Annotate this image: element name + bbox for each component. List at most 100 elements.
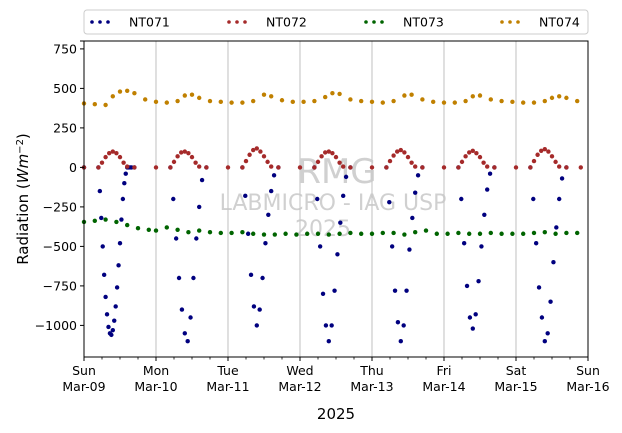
- point-NT071-13: [113, 304, 118, 309]
- point-NT073-18: [272, 232, 277, 237]
- point-NT074-19: [261, 92, 267, 97]
- x-tick-date-2: Mar-11: [206, 379, 249, 394]
- point-NT071-68: [392, 288, 398, 293]
- point-NT074-21: [279, 98, 285, 103]
- point-NT071-8: [106, 324, 111, 330]
- point-NT071-83: [470, 326, 475, 331]
- point-NT074-50: [564, 95, 569, 101]
- point-NT071-7: [104, 312, 110, 317]
- legend-box: [83, 9, 589, 35]
- legend-marker-NT072-0: [227, 20, 231, 24]
- point-NT072-16: [182, 149, 187, 154]
- point-NT071-60: [335, 252, 340, 257]
- point-NT071-99: [551, 260, 556, 265]
- point-NT071-87: [482, 212, 487, 217]
- point-NT073-3: [114, 219, 119, 225]
- legend-label-NT071: NT071: [129, 15, 170, 30]
- point-NT071-75: [413, 190, 418, 195]
- point-NT072-71: [542, 147, 547, 152]
- point-NT073-26: [359, 231, 364, 236]
- point-NT073-30: [402, 232, 407, 237]
- point-NT072-5: [110, 149, 116, 154]
- point-NT072-66: [513, 165, 519, 170]
- point-NT071-3: [99, 215, 104, 221]
- point-NT074-35: [420, 97, 425, 102]
- point-NT072-14: [175, 154, 180, 159]
- point-NT071-11: [110, 327, 116, 333]
- point-NT073-34: [445, 231, 450, 236]
- point-NT071-4: [100, 244, 105, 249]
- point-NT074-1: [92, 102, 98, 107]
- point-NT072-54: [420, 165, 425, 170]
- x-tick-day-6: Sat: [506, 363, 527, 378]
- point-NT071-98: [548, 299, 553, 304]
- point-NT073-20: [294, 232, 299, 237]
- point-NT072-18: [189, 154, 195, 160]
- point-NT073-17: [261, 232, 267, 237]
- point-NT071-19: [122, 181, 127, 186]
- point-NT072-52: [409, 160, 414, 165]
- point-NT074-47: [542, 98, 547, 104]
- point-NT071-69: [395, 320, 401, 325]
- series-NT072: [81, 146, 583, 170]
- point-NT074-20: [269, 94, 274, 99]
- legend-marker-NT071-1: [98, 20, 102, 24]
- point-NT073-38: [488, 230, 493, 236]
- point-NT071-89: [487, 171, 493, 176]
- point-NT074-28: [348, 97, 353, 102]
- point-NT072-55: [441, 165, 447, 170]
- point-NT072-17: [186, 150, 191, 156]
- point-NT071-5: [101, 272, 107, 278]
- point-NT072-35: [315, 159, 321, 165]
- point-NT071-16: [117, 241, 123, 246]
- point-NT073-43: [542, 229, 547, 235]
- point-NT074-11: [182, 93, 187, 98]
- point-NT073-5: [135, 226, 141, 231]
- point-NT072-64: [485, 164, 490, 169]
- point-NT072-13: [171, 159, 177, 165]
- y-axis-label: Radiation (Wm−2): [14, 133, 32, 265]
- point-NT073-41: [521, 231, 526, 236]
- x-tick-day-3: Wed: [286, 363, 313, 378]
- point-NT072-60: [470, 148, 475, 154]
- point-NT074-46: [531, 100, 537, 105]
- point-NT071-101: [557, 196, 562, 202]
- point-NT071-40: [243, 193, 248, 199]
- point-NT073-23: [326, 232, 331, 237]
- point-NT074-48: [549, 95, 555, 101]
- point-NT071-12: [112, 318, 117, 323]
- point-NT073-12: [207, 229, 213, 235]
- point-NT072-39: [330, 150, 335, 156]
- point-NT072-27: [254, 146, 259, 151]
- point-NT073-40: [510, 231, 515, 236]
- point-NT072-41: [337, 160, 342, 165]
- point-NT072-38: [326, 149, 331, 154]
- point-NT071-15: [116, 263, 121, 268]
- point-NT072-7: [117, 154, 123, 160]
- y-tick-label-8: −1000: [35, 318, 77, 333]
- point-NT072-57: [459, 159, 465, 165]
- point-NT071-17: [119, 217, 124, 222]
- point-NT071-50: [271, 173, 277, 178]
- x-tick-day-2: Tue: [216, 363, 239, 378]
- point-NT071-47: [263, 241, 268, 246]
- point-NT071-32: [185, 339, 190, 344]
- point-NT074-30: [369, 99, 375, 105]
- point-NT074-6: [132, 90, 137, 96]
- point-NT074-44: [510, 99, 515, 105]
- point-NT072-9: [125, 164, 130, 169]
- point-NT073-31: [413, 229, 418, 235]
- point-NT072-25: [247, 152, 252, 157]
- legend-marker-NT071-0: [90, 20, 94, 24]
- point-NT073-11: [197, 228, 202, 233]
- point-NT072-31: [269, 164, 274, 169]
- point-NT074-12: [189, 92, 195, 97]
- point-NT071-10: [109, 332, 114, 338]
- point-NT072-63: [481, 160, 486, 165]
- point-NT071-14: [114, 285, 120, 290]
- point-NT074-4: [117, 89, 123, 94]
- point-NT072-3: [103, 154, 108, 160]
- legend-marker-NT071-2: [106, 20, 110, 24]
- point-NT071-41: [245, 231, 251, 236]
- point-NT073-16: [251, 231, 256, 236]
